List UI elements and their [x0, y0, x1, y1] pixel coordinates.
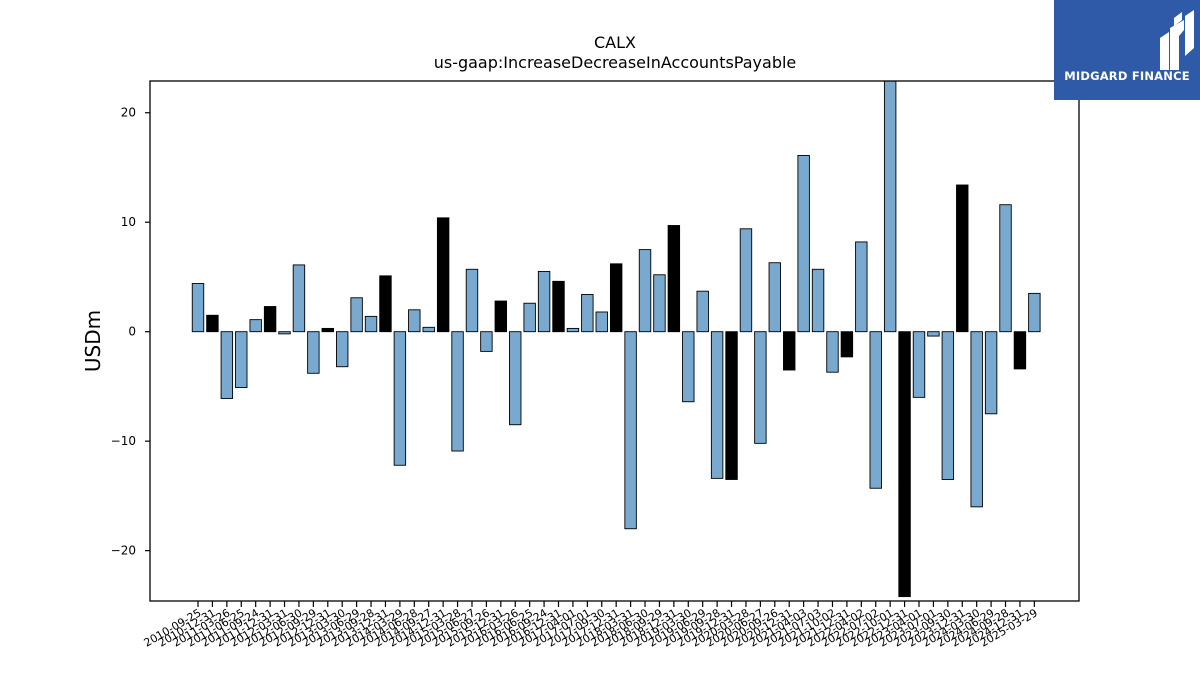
- bar-2020-09-26: [768, 262, 781, 333]
- logo-text: MIDGARD FINANCE: [1064, 69, 1190, 83]
- bar-2014-12-31: [436, 217, 450, 333]
- y-axis-label: USDm: [81, 310, 105, 372]
- bar-2020-06-27: [754, 331, 767, 444]
- bar-2021-04-03: [797, 154, 810, 333]
- bar-2016-12-31: [552, 280, 565, 333]
- chart-title: CALX: [594, 33, 636, 52]
- bar-2023-04-01: [912, 331, 926, 398]
- chart-subtitle: us-gaap:IncreaseDecreaseInAccountsPayabl…: [434, 53, 797, 72]
- bar-2023-07-01: [927, 331, 940, 337]
- plot-frame: [149, 80, 1080, 602]
- bar-2015-06-27: [465, 268, 479, 333]
- bar-2019-12-31: [725, 331, 738, 480]
- bar-2024-03-30: [970, 331, 983, 508]
- bar-2012-12-31: [321, 327, 334, 333]
- bar-2023-09-30: [941, 331, 955, 480]
- bar-2019-09-28: [710, 331, 724, 479]
- bar-2014-09-27: [422, 326, 435, 333]
- bar-2017-07-01: [581, 294, 594, 333]
- bar-2021-07-03: [811, 268, 825, 333]
- bar-2023-12-31: [956, 184, 969, 333]
- bar-2010-09-25: [191, 283, 205, 333]
- bar-2013-06-29: [350, 297, 363, 333]
- bar-2018-06-30: [638, 249, 652, 333]
- bar-2021-10-02: [826, 331, 839, 373]
- bar-2011-12-31: [263, 306, 277, 333]
- bar-2013-03-30: [336, 331, 349, 368]
- bar-2021-12-31: [840, 331, 854, 358]
- bar-2016-03-26: [509, 331, 522, 426]
- bar-2014-03-29: [393, 331, 407, 466]
- midgard-logo: MIDGARD FINANCE: [1054, 0, 1200, 100]
- bar-2011-03-26: [220, 331, 234, 399]
- bar-2018-09-29: [653, 274, 666, 333]
- bar-2013-09-28: [364, 315, 378, 333]
- bar-2022-10-01: [883, 81, 897, 333]
- y-tick-label: −10: [111, 434, 136, 448]
- bar-2012-06-30: [292, 264, 306, 333]
- y-tick-label: 0: [128, 325, 136, 339]
- bar-2015-03-28: [451, 331, 464, 452]
- bar-2025-03-29: [1028, 292, 1041, 333]
- bar-2019-06-29: [696, 290, 709, 333]
- bar-2024-12-31: [1013, 331, 1027, 370]
- bar-2015-12-31: [494, 300, 508, 333]
- bar-2016-06-25: [523, 302, 536, 333]
- midgard-logo-icon: [1160, 10, 1194, 70]
- y-tick-label: 10: [121, 215, 136, 229]
- bar-2011-09-24: [249, 319, 262, 333]
- y-tick-label: 20: [121, 106, 136, 120]
- bar-2020-12-31: [783, 331, 796, 371]
- bar-2016-09-24: [537, 271, 551, 333]
- bar-2015-09-26: [480, 331, 493, 352]
- y-tick-label: −20: [111, 544, 136, 558]
- bar-2022-12-31: [898, 331, 911, 598]
- bar-2024-06-29: [984, 331, 998, 415]
- bar-2017-12-31: [609, 263, 623, 333]
- bar-2011-06-25: [235, 331, 248, 388]
- bar-2022-07-02: [869, 331, 882, 489]
- bar-2020-03-28: [739, 228, 753, 333]
- bar-2022-04-02: [855, 241, 868, 333]
- bar-2010-12-31: [206, 314, 219, 333]
- bar-2017-04-01: [566, 327, 580, 333]
- bar-2014-06-28: [408, 309, 421, 333]
- bar-2012-09-29: [307, 331, 320, 374]
- bar-2019-03-30: [682, 331, 695, 403]
- bar-2018-12-31: [667, 225, 681, 333]
- bar-2017-09-30: [595, 311, 608, 333]
- bar-2018-03-31: [624, 331, 637, 530]
- bar-2013-12-31: [379, 275, 392, 333]
- bar-2024-09-28: [999, 204, 1012, 333]
- bar-2012-03-31: [278, 331, 291, 335]
